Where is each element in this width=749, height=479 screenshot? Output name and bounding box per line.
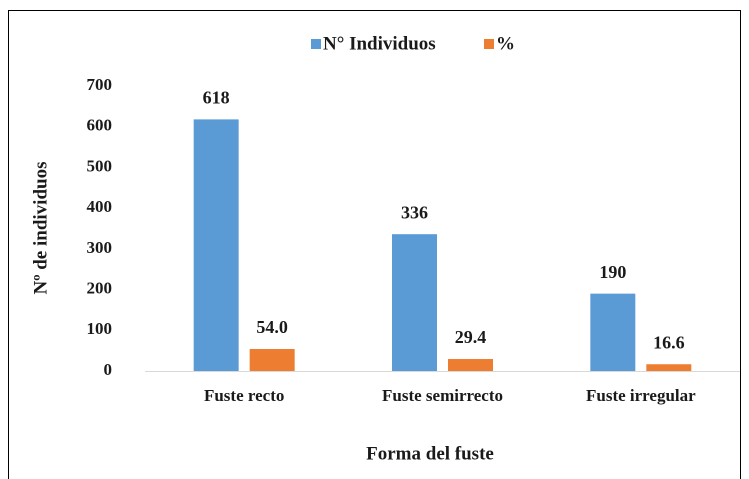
data-label: 190 [599, 262, 626, 282]
bar [249, 349, 295, 371]
x-tick-label: Fuste semirrecto [382, 386, 503, 405]
y-tick-label: 600 [87, 116, 113, 135]
x-tick-label: Fuste irregular [586, 386, 696, 405]
data-label: 336 [401, 202, 428, 222]
y-tick-label: 300 [87, 238, 113, 257]
data-label: 29.4 [455, 327, 487, 347]
y-tick-label: 700 [87, 75, 113, 94]
data-label: 54.0 [256, 317, 288, 337]
legend-swatch [484, 39, 494, 49]
bar [193, 119, 239, 371]
y-tick-label: 100 [87, 319, 113, 338]
bar [448, 359, 493, 371]
legend-label: N° Individuos [323, 33, 436, 54]
bar [392, 234, 437, 371]
data-label: 16.6 [653, 332, 685, 352]
x-tick-label: Fuste recto [204, 386, 284, 405]
y-tick-label: 200 [87, 278, 113, 297]
chart-border [8, 10, 741, 479]
legend-swatch [311, 39, 321, 49]
bar [646, 364, 692, 371]
x-axis-title: Forma del fuste [366, 443, 494, 464]
y-tick-label: 500 [87, 156, 113, 175]
bar [590, 293, 636, 371]
y-axis-title: Nº de individuos [30, 162, 51, 295]
y-tick-label: 0 [104, 360, 113, 379]
legend-label: % [496, 33, 515, 54]
y-tick-label: 400 [87, 197, 113, 216]
data-label: 618 [203, 88, 230, 108]
